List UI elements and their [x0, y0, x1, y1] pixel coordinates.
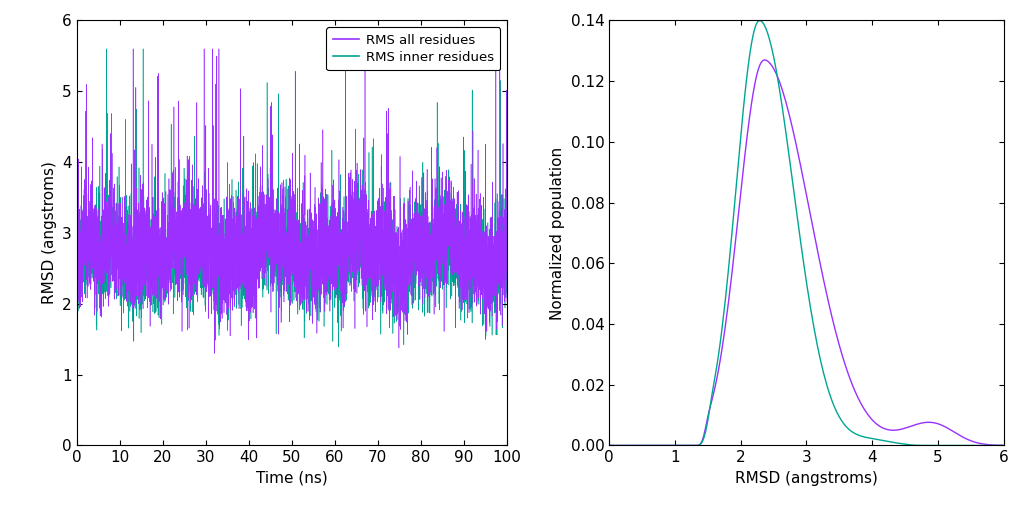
- Y-axis label: RMSD (angstroms): RMSD (angstroms): [42, 161, 56, 305]
- Line: RMS inner residues: RMS inner residues: [77, 49, 507, 347]
- RMS inner residues: [71, 239, 83, 245]
- RMS all residues: [329, 237, 341, 243]
- X-axis label: RMSD (angstroms): RMSD (angstroms): [735, 471, 878, 486]
- RMS inner residues: [100, 46, 113, 52]
- RMS inner residues: [333, 344, 345, 350]
- RMS all residues: [236, 224, 248, 230]
- RMS all residues: [392, 242, 404, 248]
- RMS inner residues: [329, 305, 341, 311]
- RMS all residues: [127, 46, 139, 52]
- RMS all residues: [209, 350, 221, 356]
- RMS inner residues: [501, 290, 513, 296]
- RMS all residues: [148, 247, 161, 253]
- RMS inner residues: [236, 323, 248, 329]
- RMS all residues: [501, 299, 513, 305]
- Line: RMS all residues: RMS all residues: [77, 49, 507, 353]
- RMS all residues: [350, 167, 362, 173]
- Legend: RMS all residues, RMS inner residues: RMS all residues, RMS inner residues: [326, 27, 501, 70]
- Y-axis label: Normalized population: Normalized population: [550, 146, 565, 319]
- RMS all residues: [71, 253, 83, 259]
- RMS inner residues: [392, 297, 404, 304]
- RMS all residues: [424, 231, 436, 237]
- RMS inner residues: [350, 252, 362, 258]
- RMS inner residues: [424, 245, 436, 251]
- RMS inner residues: [148, 283, 161, 289]
- X-axis label: Time (ns): Time (ns): [256, 471, 328, 486]
